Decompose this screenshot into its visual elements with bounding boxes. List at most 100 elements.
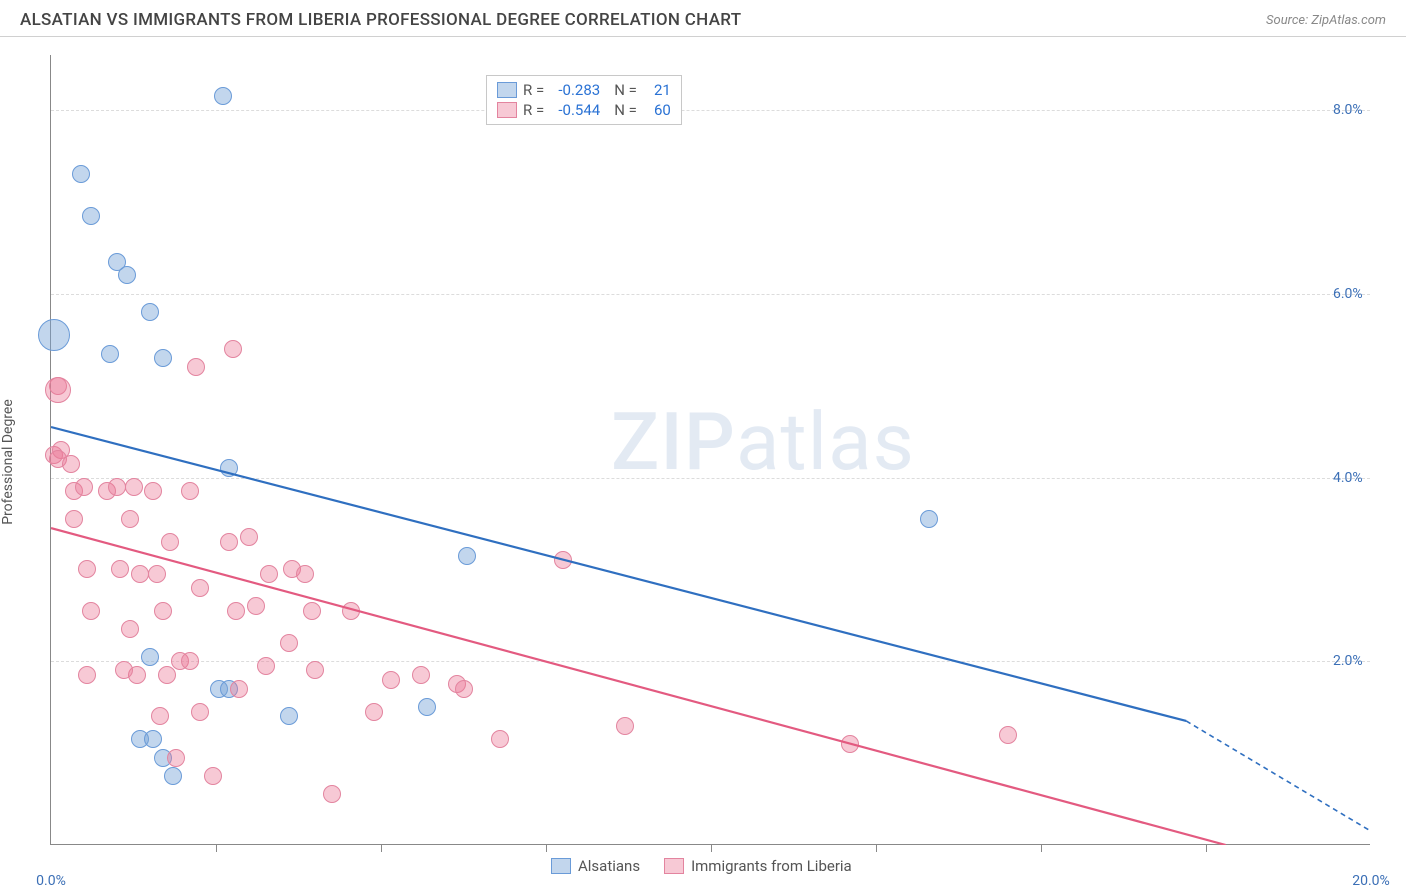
- legend-n-label: N =: [614, 101, 637, 119]
- data-point-liberia: [220, 533, 238, 551]
- legend-item-liberia: Immigrants from Liberia: [664, 857, 852, 875]
- chart-header: ALSATIAN VS IMMIGRANTS FROM LIBERIA PROF…: [0, 0, 1406, 37]
- data-point-liberia: [148, 565, 166, 583]
- chart-wrapper: Professional Degree 2.0%4.0%6.0%8.0%0.0%…: [0, 37, 1406, 887]
- gridline: [51, 478, 1370, 479]
- data-point-liberia: [62, 455, 80, 473]
- data-point-alsatians: [141, 303, 159, 321]
- y-tick-label: 6.0%: [1333, 286, 1363, 302]
- y-tick-label: 8.0%: [1333, 102, 1363, 118]
- data-point-liberia: [191, 579, 209, 597]
- data-point-liberia: [82, 602, 100, 620]
- x-tick: [876, 844, 877, 852]
- source-label: Source: ZipAtlas.com: [1266, 13, 1386, 28]
- x-tick: [381, 844, 382, 852]
- data-point-liberia: [296, 565, 314, 583]
- correlation-legend: R = -0.283 N = 21 R = -0.544 N = 60: [486, 75, 682, 125]
- data-point-liberia: [365, 703, 383, 721]
- legend-item-alsatians: Alsatians: [551, 857, 640, 875]
- data-point-liberia: [260, 565, 278, 583]
- data-point-liberia: [257, 657, 275, 675]
- legend-swatch: [497, 102, 517, 118]
- plot-area: 2.0%4.0%6.0%8.0%0.0%20.0%ZIPatlasR =-0.2…: [50, 55, 1370, 845]
- gridline: [51, 294, 1370, 295]
- data-point-liberia: [191, 703, 209, 721]
- data-point-liberia: [167, 749, 185, 767]
- legend-swatch: [497, 82, 517, 98]
- trendline-dash-alsatians: [1186, 721, 1371, 831]
- x-tick: [1206, 844, 1207, 852]
- data-point-alsatians: [82, 207, 100, 225]
- legend-r-value: -0.283: [550, 81, 600, 99]
- data-point-liberia: [554, 551, 572, 569]
- data-point-alsatians: [101, 345, 119, 363]
- data-point-liberia: [121, 510, 139, 528]
- x-tick: [216, 844, 217, 852]
- data-point-alsatians: [418, 698, 436, 716]
- data-point-liberia: [280, 634, 298, 652]
- data-point-liberia: [151, 707, 169, 725]
- data-point-alsatians: [920, 510, 938, 528]
- data-point-liberia: [616, 717, 634, 735]
- data-point-liberia: [108, 478, 126, 496]
- data-point-liberia: [204, 767, 222, 785]
- data-point-liberia: [187, 358, 205, 376]
- legend-n-value: 60: [643, 101, 671, 119]
- legend-label: Alsatians: [578, 857, 640, 875]
- data-point-alsatians: [118, 266, 136, 284]
- data-point-liberia: [999, 726, 1017, 744]
- legend-row-alsatians: R = -0.283 N = 21: [497, 80, 671, 100]
- gridline: [51, 661, 1370, 662]
- series-legend: Alsatians Immigrants from Liberia: [551, 857, 852, 875]
- legend-r-value: -0.544: [550, 101, 600, 119]
- legend-r-label: R =: [523, 101, 544, 119]
- gridline: [51, 110, 1370, 111]
- data-point-alsatians: [220, 459, 238, 477]
- data-point-liberia: [841, 735, 859, 753]
- legend-n-label: N =: [614, 81, 637, 99]
- data-point-liberia: [181, 652, 199, 670]
- y-tick-label: 2.0%: [1333, 653, 1363, 669]
- legend-r-label: R =: [523, 81, 544, 99]
- data-point-liberia: [78, 560, 96, 578]
- legend-swatch: [551, 858, 571, 874]
- watermark: ZIPatlas: [611, 395, 915, 489]
- data-point-liberia: [230, 680, 248, 698]
- legend-row-liberia: R = -0.544 N = 60: [497, 100, 671, 120]
- data-point-liberia: [125, 478, 143, 496]
- x-tick: [546, 844, 547, 852]
- data-point-alsatians: [280, 707, 298, 725]
- data-point-liberia: [491, 730, 509, 748]
- data-point-liberia: [181, 482, 199, 500]
- legend-n-value: 21: [643, 81, 671, 99]
- data-point-alsatians: [214, 87, 232, 105]
- chart-title: ALSATIAN VS IMMIGRANTS FROM LIBERIA PROF…: [20, 10, 741, 30]
- data-point-liberia: [303, 602, 321, 620]
- data-point-liberia: [342, 602, 360, 620]
- data-point-alsatians: [458, 547, 476, 565]
- data-point-liberia: [121, 620, 139, 638]
- data-point-liberia: [240, 528, 258, 546]
- data-point-liberia: [382, 671, 400, 689]
- data-point-liberia: [115, 661, 133, 679]
- data-point-liberia: [78, 666, 96, 684]
- y-axis-label: Professional Degree: [0, 399, 16, 525]
- data-point-liberia: [131, 565, 149, 583]
- data-point-alsatians: [141, 648, 159, 666]
- data-point-liberia: [161, 533, 179, 551]
- data-point-liberia: [144, 482, 162, 500]
- data-point-alsatians: [72, 165, 90, 183]
- data-point-alsatians: [38, 319, 70, 351]
- data-point-liberia: [247, 597, 265, 615]
- x-tick: [1041, 844, 1042, 852]
- y-tick-label: 4.0%: [1333, 470, 1363, 486]
- legend-label: Immigrants from Liberia: [691, 857, 852, 875]
- data-point-liberia: [227, 602, 245, 620]
- data-point-liberia: [224, 340, 242, 358]
- data-point-liberia: [455, 680, 473, 698]
- data-point-alsatians: [154, 349, 172, 367]
- data-point-liberia: [154, 602, 172, 620]
- data-point-liberia: [111, 560, 129, 578]
- data-point-liberia: [412, 666, 430, 684]
- data-point-alsatians: [164, 767, 182, 785]
